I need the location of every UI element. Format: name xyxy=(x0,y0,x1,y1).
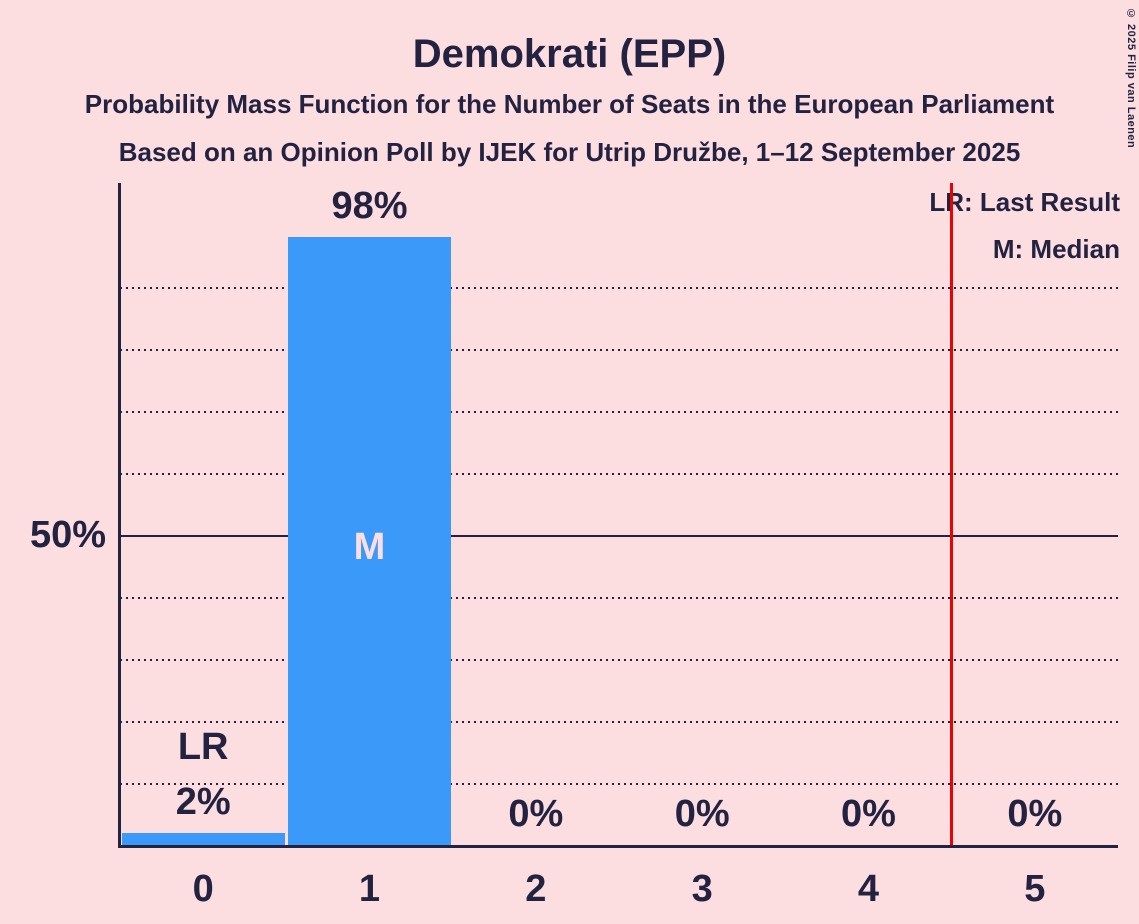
bar-seats-0 xyxy=(121,832,285,845)
copyright-note: © 2025 Filip van Laenen xyxy=(1125,8,1137,149)
last-result-marker: LR xyxy=(177,726,229,768)
x-tick-label-4: 4 xyxy=(857,868,880,910)
gridline-90pct xyxy=(120,287,1118,289)
last-result-threshold-line xyxy=(950,183,954,845)
gridline-50pct-solid xyxy=(120,535,1118,537)
y-axis-50pct-label: 50% xyxy=(29,514,106,556)
x-tick-label-0: 0 xyxy=(192,868,214,910)
chart-subtitle-line2: Based on an Opinion Poll by IJEK for Utr… xyxy=(118,137,1021,167)
x-tick-label-3: 3 xyxy=(691,868,713,910)
median-marker: M xyxy=(353,526,386,568)
x-tick-label-2: 2 xyxy=(525,868,547,910)
chart-title: Demokrati (EPP) xyxy=(412,32,727,76)
gridline-40pct xyxy=(120,597,1118,599)
value-label-seats-2: 0% xyxy=(508,793,564,835)
gridline-30pct xyxy=(120,659,1118,661)
x-axis-line xyxy=(118,845,1118,848)
value-label-seats-3: 0% xyxy=(674,793,730,835)
value-label-seats-0: 2% xyxy=(175,780,231,823)
x-tick-label-5: 5 xyxy=(1024,868,1046,910)
value-label-seats-4: 0% xyxy=(841,793,896,835)
value-label-seats-5: 0% xyxy=(1007,793,1063,835)
y-axis-line xyxy=(118,183,121,848)
gridline-60pct xyxy=(120,473,1118,475)
plot-area xyxy=(118,183,1118,848)
gridline-20pct xyxy=(120,721,1118,723)
legend-median: M: Median xyxy=(992,234,1120,264)
value-label-seats-1: 98% xyxy=(331,185,408,228)
gridline-10pct xyxy=(120,783,1118,785)
gridline-80pct xyxy=(120,349,1118,351)
bar-seats-1 xyxy=(287,237,452,845)
chart-subtitle-line1: Probability Mass Function for the Number… xyxy=(84,89,1055,119)
legend-last-result: LR: Last Result xyxy=(929,187,1120,217)
x-tick-label-1: 1 xyxy=(358,868,381,910)
gridline-70pct xyxy=(120,411,1118,413)
